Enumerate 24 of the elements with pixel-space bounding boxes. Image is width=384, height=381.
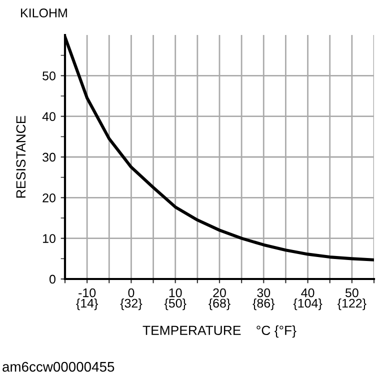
x-tick-label: 20 bbox=[213, 288, 226, 298]
x2-tick-label: {68} bbox=[208, 298, 230, 310]
text: am6ccw00000455 bbox=[2, 362, 114, 372]
x2-tick-label: {14} bbox=[76, 298, 98, 310]
x2-tick-label: {32} bbox=[120, 298, 142, 310]
text: KILOHM bbox=[21, 8, 67, 18]
x-tick-label: 10 bbox=[169, 288, 182, 298]
y-axis-title: RESISTANCE bbox=[16, 116, 26, 198]
y-tick-label: 30 bbox=[42, 152, 56, 162]
x-tick-label: 40 bbox=[301, 288, 314, 298]
x-tick-label: 0 bbox=[128, 288, 134, 298]
x-tick-label: 30 bbox=[257, 288, 270, 298]
x2-tick-label: {104} bbox=[293, 298, 322, 310]
y-tick-label: 20 bbox=[42, 193, 56, 202]
x2-tick-label: {122} bbox=[338, 298, 366, 310]
x2-tick-label: {86} bbox=[252, 298, 275, 310]
x2-tick-label: {50} bbox=[164, 298, 186, 310]
y-tick-label: 0 bbox=[50, 274, 56, 284]
x-axis-title: TEMPERATURE °C {°F} bbox=[142, 325, 296, 338]
y-tick-label: 10 bbox=[43, 234, 56, 243]
y-tick-label: 40 bbox=[42, 112, 56, 121]
x-tick-label: -10 bbox=[78, 288, 96, 298]
y-tick-label: 50 bbox=[42, 71, 56, 80]
x-tick-label: 50 bbox=[345, 288, 358, 298]
